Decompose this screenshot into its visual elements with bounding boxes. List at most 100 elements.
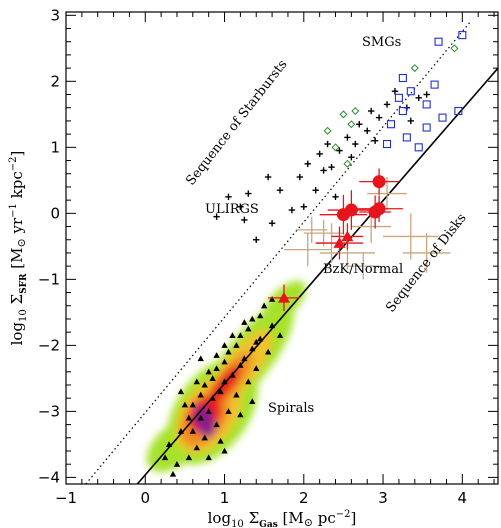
spiral-point xyxy=(193,378,200,385)
bzk-normal-point xyxy=(283,233,332,267)
data-points xyxy=(161,31,467,477)
plot-area xyxy=(85,21,498,484)
spiral-point xyxy=(209,394,216,401)
y-tick-label: −4 xyxy=(38,468,60,486)
smg-square-point xyxy=(458,31,467,40)
x-tick-label: 2 xyxy=(299,489,309,507)
smg-square-point xyxy=(414,143,423,152)
spiral-point xyxy=(177,388,185,395)
ulirg-point xyxy=(320,167,327,174)
spiral-point xyxy=(189,427,197,434)
red-circle-marker xyxy=(372,175,386,189)
spiral-point xyxy=(197,414,204,421)
smg-diamond-point xyxy=(351,107,360,116)
spiral-point xyxy=(249,345,256,352)
spiral-point xyxy=(217,437,224,444)
spiral-point xyxy=(205,408,212,414)
x-tick-label: −1 xyxy=(55,489,77,507)
spiral-point xyxy=(173,460,181,467)
spiral-point xyxy=(253,365,260,372)
spiral-point xyxy=(185,454,193,461)
y-tick-label: −2 xyxy=(38,336,60,354)
x-tick-label: 0 xyxy=(140,489,150,507)
red-circle-point xyxy=(359,168,399,195)
spiral-point xyxy=(257,312,264,319)
spiral-point xyxy=(217,388,224,395)
ulirg-point xyxy=(245,190,252,197)
plot-frame xyxy=(65,11,499,485)
spiral-point xyxy=(169,470,177,477)
spiral-point xyxy=(241,319,248,325)
spiral-point xyxy=(245,325,252,332)
smg-diamond-point xyxy=(347,120,356,129)
ulirg-point xyxy=(383,101,391,108)
spiral-point xyxy=(185,414,193,421)
smg-square-point xyxy=(438,113,447,122)
ulirg-point xyxy=(300,203,307,210)
spiral-point xyxy=(177,427,185,434)
spiral-point xyxy=(225,348,232,355)
ulirg-point xyxy=(364,127,371,135)
ulirg-point xyxy=(312,187,319,194)
smg-square-point xyxy=(394,93,403,102)
spiral-point xyxy=(221,342,228,348)
ulirg-point xyxy=(253,236,260,243)
red-triangle-point xyxy=(331,223,364,250)
ulirg-point xyxy=(288,206,296,214)
spiral-point xyxy=(241,355,248,362)
ulirg-point xyxy=(276,187,284,194)
spiral-point xyxy=(268,295,276,302)
y-axis-title: log10 ΣSFR [M⊙ yr−1 kpc−2] xyxy=(8,151,29,346)
sequence-lines xyxy=(85,21,498,484)
ulirg-point xyxy=(296,173,304,181)
spiral-point xyxy=(205,368,212,375)
ulirg-point xyxy=(225,193,232,201)
spiral-point xyxy=(181,401,189,408)
spiral-point xyxy=(209,375,216,381)
spiral-point xyxy=(257,335,264,342)
ulirg-point xyxy=(356,121,363,128)
spiral-point xyxy=(249,315,256,322)
red-triangle-point xyxy=(268,284,300,312)
bzk-normal-point xyxy=(402,233,451,273)
x-tick-label: 4 xyxy=(458,489,468,507)
smg-square-point xyxy=(422,123,431,132)
spiral-point xyxy=(213,421,220,428)
spiral-point xyxy=(161,454,169,461)
annotation-bzk-normal: BzK/Normal xyxy=(323,262,403,277)
spiral-point xyxy=(249,398,256,405)
annotation-ulirgs: ULIRGS xyxy=(205,202,259,217)
smg-square-point xyxy=(382,139,392,149)
spiral-point xyxy=(197,355,204,362)
spiral-point xyxy=(264,348,272,355)
annotation-sequence-starbursts: Sequence of Starbursts xyxy=(183,57,290,188)
red-triangle-marker xyxy=(277,291,290,303)
red-circle-marker xyxy=(372,202,386,216)
red-circle-point xyxy=(355,195,403,222)
ulirg-point xyxy=(367,107,375,115)
ulirg-point xyxy=(316,150,323,158)
spiral-point xyxy=(165,441,173,447)
spiral-point xyxy=(229,332,236,339)
smg-square-point xyxy=(422,100,431,109)
smg-diamond-point xyxy=(339,110,348,119)
smg-square-point xyxy=(434,37,443,46)
spiral-point xyxy=(253,338,260,345)
spiral-point xyxy=(197,391,204,398)
ulirg-point xyxy=(352,140,359,148)
y-tick-label: 0 xyxy=(50,204,60,222)
ulirg-point xyxy=(336,147,343,154)
ulirg-point xyxy=(213,213,220,220)
smg-diamond-point xyxy=(323,126,332,135)
ulirg-point xyxy=(423,91,430,98)
spiral-point xyxy=(260,302,268,309)
red-triangle-point xyxy=(315,226,364,260)
smg-diamond-point xyxy=(410,64,419,73)
red-triangle-marker xyxy=(333,237,346,248)
spiral-point xyxy=(221,378,228,385)
smg-square-point xyxy=(398,73,407,83)
smg-diamond-point xyxy=(331,143,340,152)
bzk-normal-point xyxy=(347,252,380,280)
spiral-point xyxy=(268,322,276,329)
